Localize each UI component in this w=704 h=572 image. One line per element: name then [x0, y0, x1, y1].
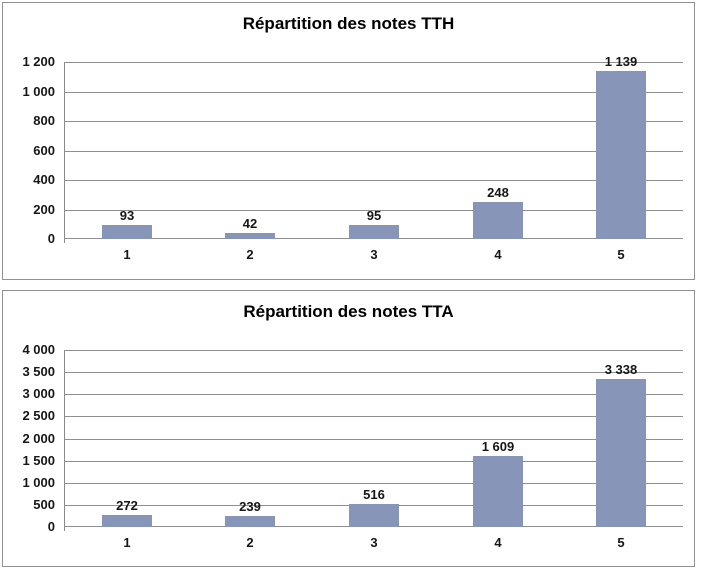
y-tick-label: 400 — [33, 172, 55, 187]
bar-value-label: 239 — [239, 499, 261, 514]
y-tick-label: 200 — [33, 202, 55, 217]
gridline — [65, 483, 683, 484]
y-axis-line — [64, 350, 65, 531]
bar-category-2 — [225, 516, 275, 527]
bar-value-label: 3 338 — [604, 362, 638, 377]
y-tick-label: 800 — [33, 113, 55, 128]
y-tick-label: 1 000 — [22, 475, 55, 490]
y-tick-label: 600 — [33, 143, 55, 158]
x-category-label: 4 — [494, 247, 502, 262]
chart-title-tta: Répartition des notes TTA — [243, 302, 454, 321]
y-tick-label: 0 — [47, 231, 55, 246]
chart-panel-tth: Répartition des notes TTH 93 42 95 248 1 139… — [2, 2, 695, 280]
gridline — [65, 62, 683, 63]
bar-category-3 — [349, 504, 399, 527]
gridline — [65, 394, 683, 395]
bar-category-3 — [349, 225, 399, 239]
bar-category-1 — [102, 515, 152, 527]
y-tick-label: 1 000 — [22, 84, 55, 99]
x-category-label: 3 — [370, 535, 378, 550]
x-category-label: 5 — [617, 247, 625, 262]
bar-category-5 — [596, 379, 646, 527]
gridline — [65, 416, 683, 417]
gridline — [65, 151, 683, 152]
y-tick-label: 3 000 — [22, 386, 55, 401]
bar-value-label: 42 — [242, 216, 258, 231]
y-tick-label: 2 500 — [22, 408, 55, 423]
plot-area: 93 42 95 248 1 139 — [64, 54, 683, 243]
y-tick-label: 2 000 — [22, 431, 55, 446]
bar-category-2 — [225, 233, 275, 239]
bar-value-label: 272 — [116, 498, 138, 513]
gridline — [65, 180, 683, 181]
x-category-label: 3 — [370, 247, 378, 262]
bar-value-label: 95 — [366, 208, 382, 223]
gridline — [65, 350, 683, 351]
bar-value-label: 1 139 — [604, 54, 638, 69]
bar-value-label: 248 — [487, 185, 509, 200]
x-category-label: 1 — [123, 247, 131, 262]
chart-panel-tta: Répartition des notes TTA 272 239 516 1 609… — [2, 290, 695, 567]
x-category-label: 1 — [123, 535, 131, 550]
gridline — [65, 121, 683, 122]
gridline — [65, 210, 683, 211]
bar-category-4 — [473, 456, 523, 527]
x-category-label: 2 — [246, 247, 254, 262]
y-axis-line — [64, 62, 65, 243]
bar-category-1 — [102, 225, 152, 239]
bar-value-label: 516 — [363, 487, 385, 502]
y-tick-label: 4 000 — [22, 342, 55, 357]
gridline — [65, 439, 683, 440]
y-tick-label: 0 — [47, 519, 55, 534]
x-category-label: 2 — [246, 535, 254, 550]
gridline — [65, 372, 683, 373]
y-tick-label: 1 200 — [22, 54, 55, 69]
bar-value-label: 1 609 — [481, 439, 515, 454]
bar-category-5 — [596, 71, 646, 239]
plot-area: 272 239 516 1 609 3 338 — [64, 350, 683, 531]
y-tick-label: 3 500 — [22, 364, 55, 379]
x-category-label: 5 — [617, 535, 625, 550]
y-tick-label: 500 — [33, 497, 55, 512]
gridline — [65, 461, 683, 462]
gridline — [65, 92, 683, 93]
x-category-label: 4 — [494, 535, 502, 550]
y-tick-label: 1 500 — [22, 453, 55, 468]
chart-title-tth: Répartition des notes TTH — [242, 14, 455, 33]
bar-category-4 — [473, 202, 523, 239]
bar-value-label: 93 — [119, 208, 135, 223]
